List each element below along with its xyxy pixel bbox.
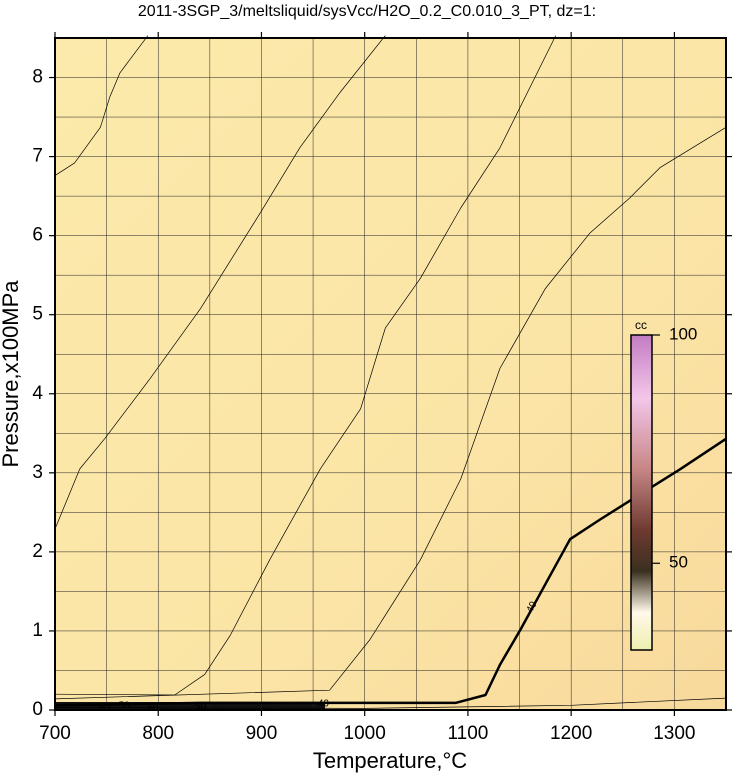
y-tick-label: 8: [32, 67, 43, 88]
chart-title: 2011-3SGP_3/meltsliquid/sysVcc/H2O_0.2_C…: [138, 3, 596, 20]
y-tick-label: 7: [32, 146, 43, 167]
contour-line: [54, 35, 149, 176]
y-tick-label: 3: [32, 462, 43, 483]
contour-label: 50: [119, 701, 131, 712]
x-tick-label: 900: [246, 723, 278, 744]
y-tick-label: 6: [32, 225, 43, 246]
contour-label: 50: [195, 701, 207, 712]
contour-label: 60: [99, 702, 111, 713]
x-tick-label: 1100: [447, 723, 488, 744]
colorbar-tick-label: 50: [669, 553, 688, 572]
contour-label: 40: [318, 698, 330, 709]
y-tick-label: 2: [32, 541, 43, 562]
contour-line: [54, 697, 727, 709]
colorbar-label: cc: [635, 318, 647, 332]
x-tick-label: 700: [39, 723, 71, 744]
contour-label: 60: [148, 702, 160, 713]
colorbar: [630, 334, 653, 651]
contour-label: 40: [525, 599, 540, 614]
x-axis-label: Temperature,°C: [313, 748, 467, 773]
x-tick-label: 800: [142, 723, 174, 744]
y-axis-label: Pressure,x100MPa: [0, 280, 23, 468]
dense-contour-band: [55, 702, 325, 710]
plot-background: [55, 38, 726, 710]
x-tick-label: 1200: [550, 723, 592, 744]
x-tick-label: 1300: [653, 723, 695, 744]
contour-line: [54, 35, 386, 530]
x-tick-label: 1000: [344, 723, 386, 744]
contour-line: [54, 35, 557, 696]
colorbar-tick-label: 100: [669, 324, 697, 343]
contour-line: [54, 127, 727, 700]
y-tick-label: 5: [32, 304, 43, 325]
contours: 60 50 60 50 40 40: [54, 35, 727, 713]
y-tick-label: 4: [32, 383, 43, 404]
grid: [55, 38, 726, 710]
plot-frame: [54, 37, 727, 711]
y-tick-label: 0: [32, 699, 43, 720]
y-tick-label: 1: [32, 620, 43, 641]
